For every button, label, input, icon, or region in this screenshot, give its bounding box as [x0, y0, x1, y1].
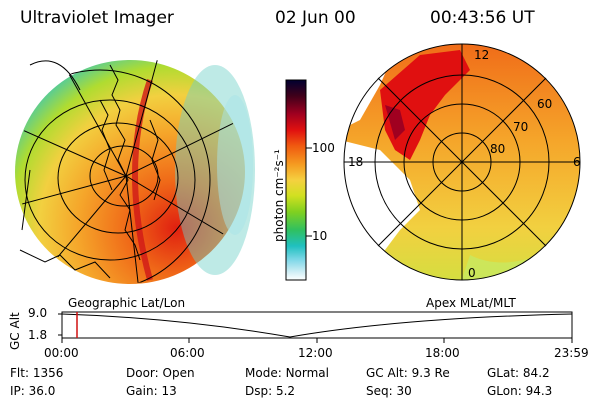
- colorbar: [285, 79, 312, 281]
- colorbar-tick-100: 100: [312, 141, 335, 155]
- mlt-label-6: 6: [573, 155, 581, 169]
- instrument-title: Ultraviolet Imager: [20, 8, 174, 28]
- time-tick-0000: 00:00: [44, 346, 79, 360]
- info-gain: Gain: 13: [126, 384, 177, 398]
- coastline: [99, 64, 161, 261]
- info-flight: Flt: 1356: [10, 366, 64, 380]
- apex-caption: Apex MLat/MLT: [426, 296, 516, 310]
- info-glat: GLat: 84.2: [487, 366, 550, 380]
- geographic-caption: Geographic Lat/Lon: [68, 296, 186, 310]
- colorbar-unit-label: photon cm⁻²s⁻¹: [272, 149, 286, 242]
- time-tick-1800: 18:00: [425, 346, 460, 360]
- altitude-plot: [58, 311, 573, 343]
- time-tick-0600: 06:00: [170, 346, 205, 360]
- image-date: 02 Jun 00: [275, 8, 356, 28]
- info-door: Door: Open: [126, 366, 195, 380]
- image-time: 00:43:56 UT: [430, 8, 535, 28]
- altitude-ytick-low: 1.8: [28, 328, 48, 342]
- mlat-label-70: 70: [513, 120, 529, 134]
- time-tick-1200: 12:00: [298, 346, 333, 360]
- info-ip: IP: 36.0: [10, 384, 56, 398]
- magnetic-polar-image: [343, 43, 581, 281]
- info-dsp: Dsp: 5.2: [245, 384, 296, 398]
- altitude-ytick-high: 9.0: [28, 306, 48, 320]
- colorbar-tick-10: 10: [312, 229, 328, 243]
- mlat-label-60: 60: [537, 97, 553, 111]
- mlat-label-80: 80: [490, 142, 506, 156]
- info-glon: GLon: 94.3: [487, 384, 553, 398]
- time-tick-2359: 23:59: [554, 346, 589, 360]
- info-seq: Seq: 30: [366, 384, 412, 398]
- geographic-image: [15, 57, 255, 284]
- mlt-label-0: 0: [468, 266, 476, 280]
- mlt-label-12: 12: [474, 48, 490, 62]
- info-mode: Mode: Normal: [245, 366, 329, 380]
- altitude-ylabel: GC Alt: [8, 312, 22, 350]
- info-gc-alt: GC Alt: 9.3 Re: [366, 366, 450, 380]
- mlt-label-18: 18: [348, 155, 364, 169]
